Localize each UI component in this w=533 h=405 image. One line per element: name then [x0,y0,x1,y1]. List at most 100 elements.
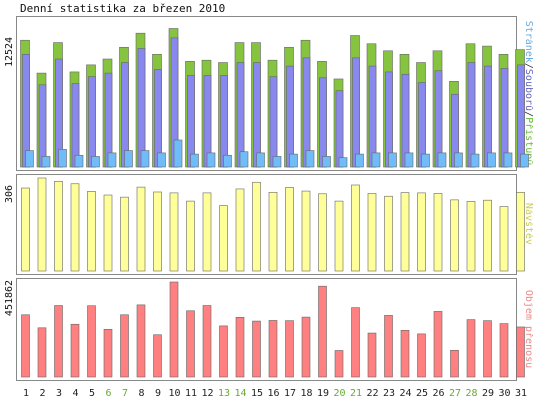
bar-stranek [223,154,232,168]
bar-objem [219,325,228,378]
bar-stranek [470,153,480,168]
day-label: 7 [122,388,128,399]
panel-bottom: 451862 Objem přenosu [4,278,533,381]
day-label: 30 [498,388,510,399]
bar-navstev [384,195,393,272]
bar-stranek [421,153,430,168]
bar-souboru [236,62,245,168]
bar-stranek [487,152,496,168]
bar-stranek [173,139,183,168]
day-label: 19 [317,388,329,399]
bar-navstev [153,191,162,272]
bar-navstev [169,192,179,272]
bar-stranek [272,156,282,168]
bar-objem [169,281,179,378]
bar-stranek [355,153,364,168]
day-label: 24 [399,388,411,399]
chart-panels: 12524 Stránek/Souborů/Přístupů306Návštěv4… [4,16,533,381]
bar-stranek [206,152,216,168]
bar-navstev [400,192,410,272]
bar-stranek [239,151,249,168]
bar-souboru [319,77,327,168]
bar-souboru [434,70,443,168]
day-label: 11 [185,388,197,399]
bar-objem [433,311,443,378]
day-label: 3 [56,388,62,399]
bar-stranek [305,150,315,168]
bar-navstev [499,206,509,272]
bar-navstev [318,193,327,272]
bar-navstev [516,191,525,272]
day-label: 12 [201,388,213,399]
bar-souboru [335,90,344,168]
x-axis-day-labels: 1 2 3 4 5 6 7 8 9 10 11 12 13 14 15 16 17 18 19 20 21 22 23 24 2… [23,388,527,399]
bar-objem [153,334,162,378]
bar-navstev [301,190,311,272]
bar-navstev [120,196,129,272]
bar-stranek [338,157,348,168]
bar-objem [466,319,476,378]
chart-title: Denní statistika za březen 2010 [20,2,225,15]
bar-objem [252,320,261,378]
bar-stranek [256,152,265,168]
bar-stranek [41,156,51,168]
bar-stranek [74,154,84,168]
bar-stranek [454,152,463,168]
bar-stranek [58,149,67,168]
bar-souboru [71,83,80,168]
day-label: 9 [155,388,161,399]
day-label: 22 [366,388,378,399]
bar-objem [483,320,492,378]
day-label: 14 [234,388,246,399]
y-max-label: 451862 [4,280,15,316]
bar-objem [21,314,30,378]
bar-navstev [70,183,80,272]
y-axis-label: Návštěv [523,203,533,245]
bar-stranek [157,152,166,168]
bar-souboru [137,48,146,168]
bar-souboru [38,84,47,168]
day-label: 31 [515,388,527,399]
y-max-label: 12524 [4,37,15,67]
bar-navstev [219,205,228,272]
bar-objem [334,350,344,378]
bar-navstev [202,192,212,272]
bar-souboru [187,75,195,168]
bar-objem [186,310,195,378]
bar-objem [87,305,96,378]
bar-stranek [107,152,117,168]
y-max-label: 306 [4,185,15,203]
bar-stranek [124,150,133,168]
day-label: 8 [138,388,144,399]
bar-stranek [503,152,513,168]
bar-objem [384,315,393,378]
bar-objem [499,323,509,378]
bar-objem [417,333,426,378]
bar-navstev [483,199,492,272]
y-axis-label: Objem přenosu [523,290,533,368]
bar-navstev [103,194,113,272]
bar-objem [351,307,360,378]
y-axis-label-part: Souborů [523,69,533,111]
bar-objem [450,349,459,378]
bar-navstev [285,187,294,272]
bar-stranek [437,152,447,168]
day-label: 13 [218,388,230,399]
bar-souboru [220,75,228,168]
day-label: 20 [333,388,345,399]
day-label: 6 [105,388,111,399]
bar-objem [516,326,525,378]
bar-objem [268,320,278,378]
y-axis-label-part: / [523,63,533,69]
day-label: 16 [267,388,279,399]
bar-stranek [371,152,381,168]
day-label: 1 [23,388,29,399]
bar-objem [103,328,113,378]
bar-objem [120,314,129,378]
bar-navstev [268,191,278,272]
day-label: 21 [350,388,362,399]
day-label: 17 [284,388,296,399]
day-label: 28 [465,388,477,399]
bar-objem [70,323,80,378]
